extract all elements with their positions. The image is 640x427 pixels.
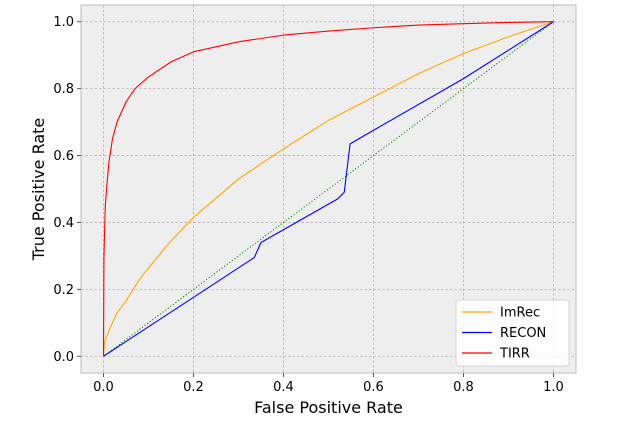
series-line-tirr xyxy=(102,21,554,357)
x-tick-label: 0.8 xyxy=(453,380,474,395)
x-tick-label: 0.2 xyxy=(183,380,204,395)
series-layer xyxy=(102,21,554,357)
legend-label-imrec: ImRec xyxy=(500,306,540,321)
series-line-recon xyxy=(103,21,554,357)
x-tick-label: 0.0 xyxy=(93,380,114,395)
y-tick-label: 0.8 xyxy=(53,82,74,97)
x-tick-label: 0.4 xyxy=(273,380,294,395)
series-line-imrec xyxy=(102,21,554,357)
x-tick-label: 0.6 xyxy=(363,380,384,395)
x-axis-label: False Positive Rate xyxy=(254,398,403,417)
legend-label-tirr: TIRR xyxy=(499,347,530,362)
series-line-chance-diagonal xyxy=(103,21,554,357)
y-tick-label: 0.6 xyxy=(53,149,74,164)
y-tick-label: 0.0 xyxy=(53,350,74,365)
plot-border xyxy=(80,4,577,374)
x-tick-label: 1.0 xyxy=(543,380,564,395)
y-tick-label: 0.4 xyxy=(53,216,74,231)
y-axis-label: True Positive Rate xyxy=(29,118,48,262)
y-tick-label: 1.0 xyxy=(53,15,74,30)
legend-label-recon: RECON xyxy=(500,326,546,341)
ticks: 0.0 0.2 0.4 0.6 0.8 1.0 0.0 0.2 0.4 0.6 0.8 1.0 xyxy=(53,15,564,395)
legend: ImRec RECON TIRR xyxy=(455,299,570,367)
y-tick-label: 0.2 xyxy=(53,283,74,298)
legend-box xyxy=(455,299,570,367)
